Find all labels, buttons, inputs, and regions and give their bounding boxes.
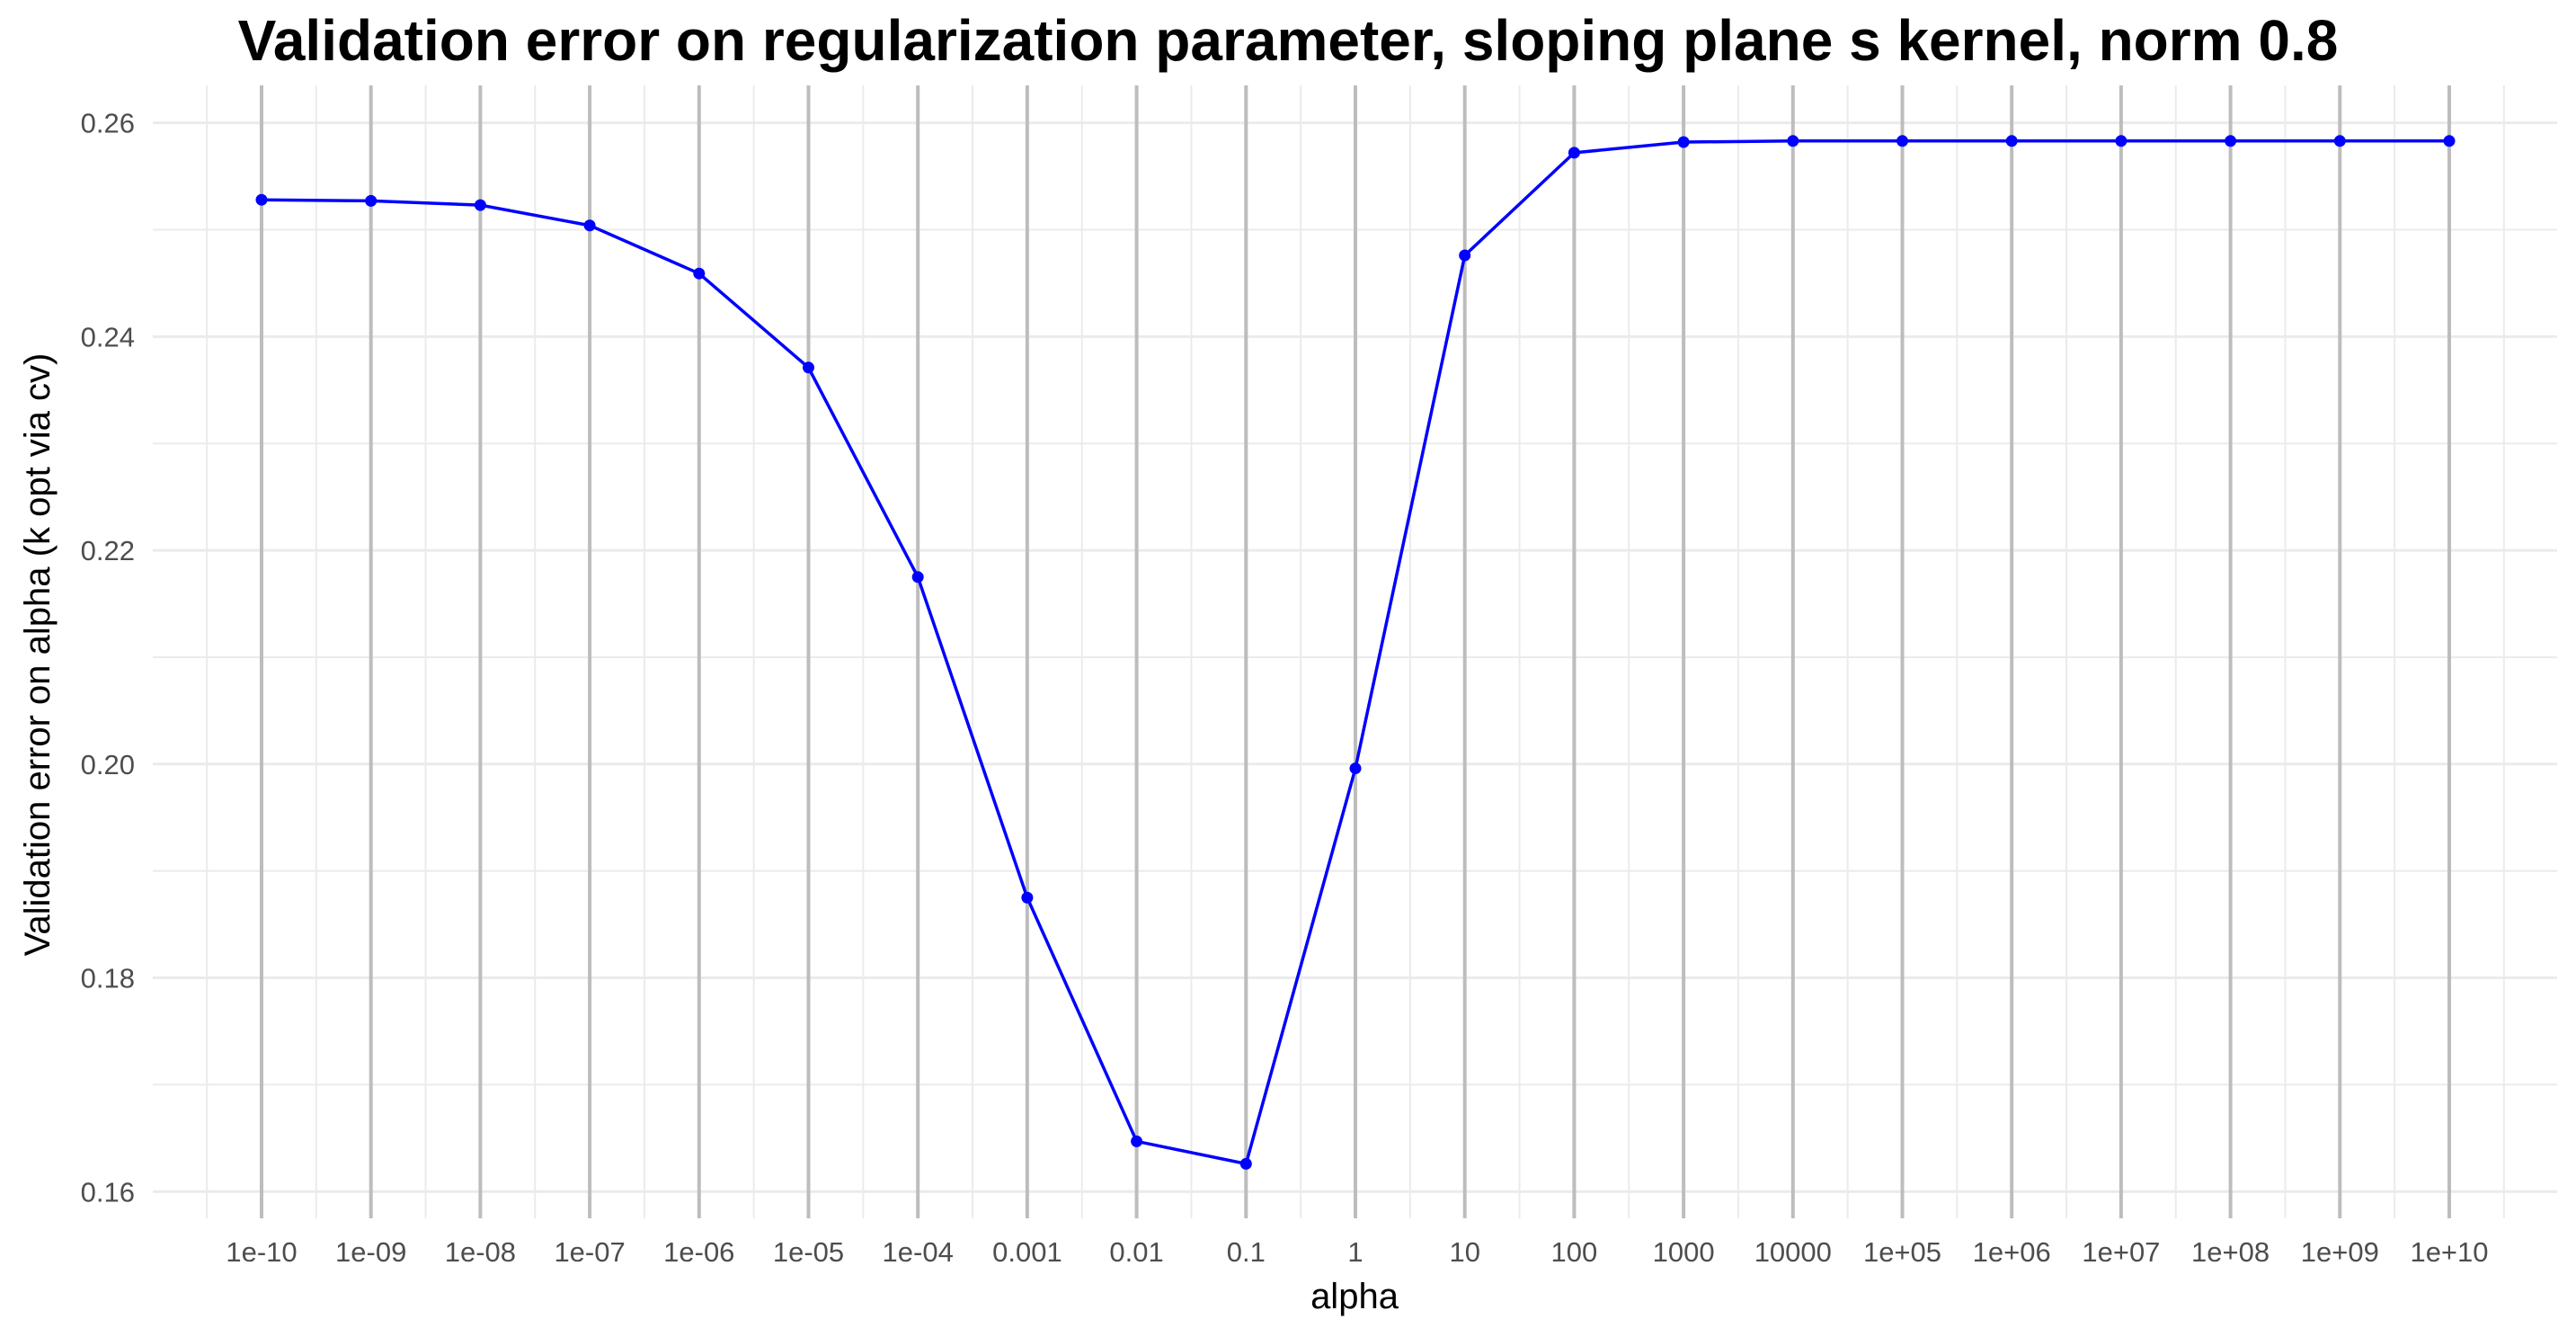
series-layer [255,135,2456,1170]
x-tick-label: 100 [1551,1236,1598,1268]
x-tick-label: 1e-09 [335,1236,406,1268]
y-tick-label: 0.16 [81,1176,135,1208]
y-tick-label: 0.22 [81,535,135,566]
x-tick-label: 1e-05 [773,1236,844,1268]
data-point [1787,135,1799,147]
y-tick-label: 0.26 [81,108,135,139]
data-point [911,571,924,584]
x-tick-label: 1e+09 [2301,1236,2379,1268]
x-tick-label: 1000 [1653,1236,1715,1268]
chart-title: Validation error on regularization param… [237,8,2339,73]
x-tick-label: 0.1 [1227,1236,1266,1268]
data-point [1568,147,1580,159]
data-point [1459,249,1471,262]
major-gridlines [153,85,2557,1218]
x-tick-label: 1e+08 [2191,1236,2270,1268]
data-point [255,193,268,206]
x-tick-label: 1e-04 [883,1236,954,1268]
x-axis-title: alpha [1310,1277,1399,1316]
minor-gridlines [153,85,2557,1218]
data-point [1131,1135,1143,1147]
y-tick-label: 0.24 [81,321,135,352]
data-point [365,194,378,207]
data-point [1677,136,1690,148]
y-tick-label: 0.20 [81,749,135,780]
x-tick-label: 10000 [1754,1236,1832,1268]
x-tick-label: 1e-10 [226,1236,297,1268]
data-point [2443,135,2456,147]
data-point [2005,135,2018,147]
data-point [2225,135,2237,147]
x-tick-label: 1e+06 [1973,1236,2051,1268]
data-point [583,219,596,232]
y-axis-title: Validation error on alpha (k opt via cv) [18,353,58,957]
x-tick-label: 1e-08 [445,1236,516,1268]
data-point [2115,135,2127,147]
data-point [803,361,814,374]
data-point [2333,135,2346,147]
data-point [1896,135,1908,147]
x-tick-labels: 1e-10 1e-09 1e-08 1e-07 1e-06 1e-05 1e-04 0.001… [226,1236,2488,1268]
data-point [693,267,706,280]
x-tick-label: 1 [1347,1236,1363,1268]
y-tick-labels: 0.16 0.18 0.20 0.22 0.24 0.26 [81,108,135,1208]
data-point [1239,1157,1252,1170]
x-tick-label: 1e-06 [663,1236,734,1268]
x-tick-label: 0.01 [1109,1236,1163,1268]
data-point [1349,762,1362,775]
y-tick-label: 0.18 [81,963,135,994]
x-tick-label: 1e+07 [2082,1236,2160,1268]
x-tick-label: 1e+05 [1863,1236,1941,1268]
x-tick-label: 10 [1449,1236,1479,1268]
data-point [1021,891,1034,904]
x-tick-label: 1e-07 [554,1236,625,1268]
x-tick-label: 1e+10 [2410,1236,2488,1268]
data-point [474,199,486,211]
x-tick-label: 0.001 [992,1236,1062,1268]
